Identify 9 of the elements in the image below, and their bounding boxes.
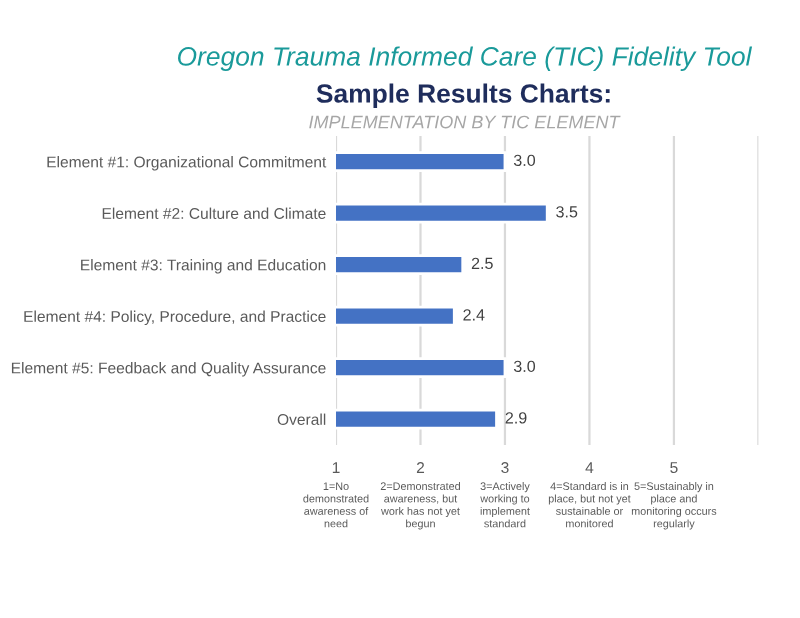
text: IMPLEMENTATION BY TIC ELEMENT bbox=[309, 115, 621, 129]
data-label: 3.5 bbox=[556, 206, 578, 218]
chart-title: Oregon Trauma Informed Care (TIC) Fidelity Tool bbox=[178, 46, 753, 72]
data-label: 2.4 bbox=[463, 309, 485, 321]
data-label: 3.0 bbox=[513, 360, 536, 373]
data-label: 3.0 bbox=[513, 154, 536, 167]
data-label: 2.9 bbox=[505, 412, 527, 424]
chart-subtitle: Sample Results Charts: bbox=[316, 83, 610, 109]
data-label: 2.5 bbox=[471, 257, 493, 270]
